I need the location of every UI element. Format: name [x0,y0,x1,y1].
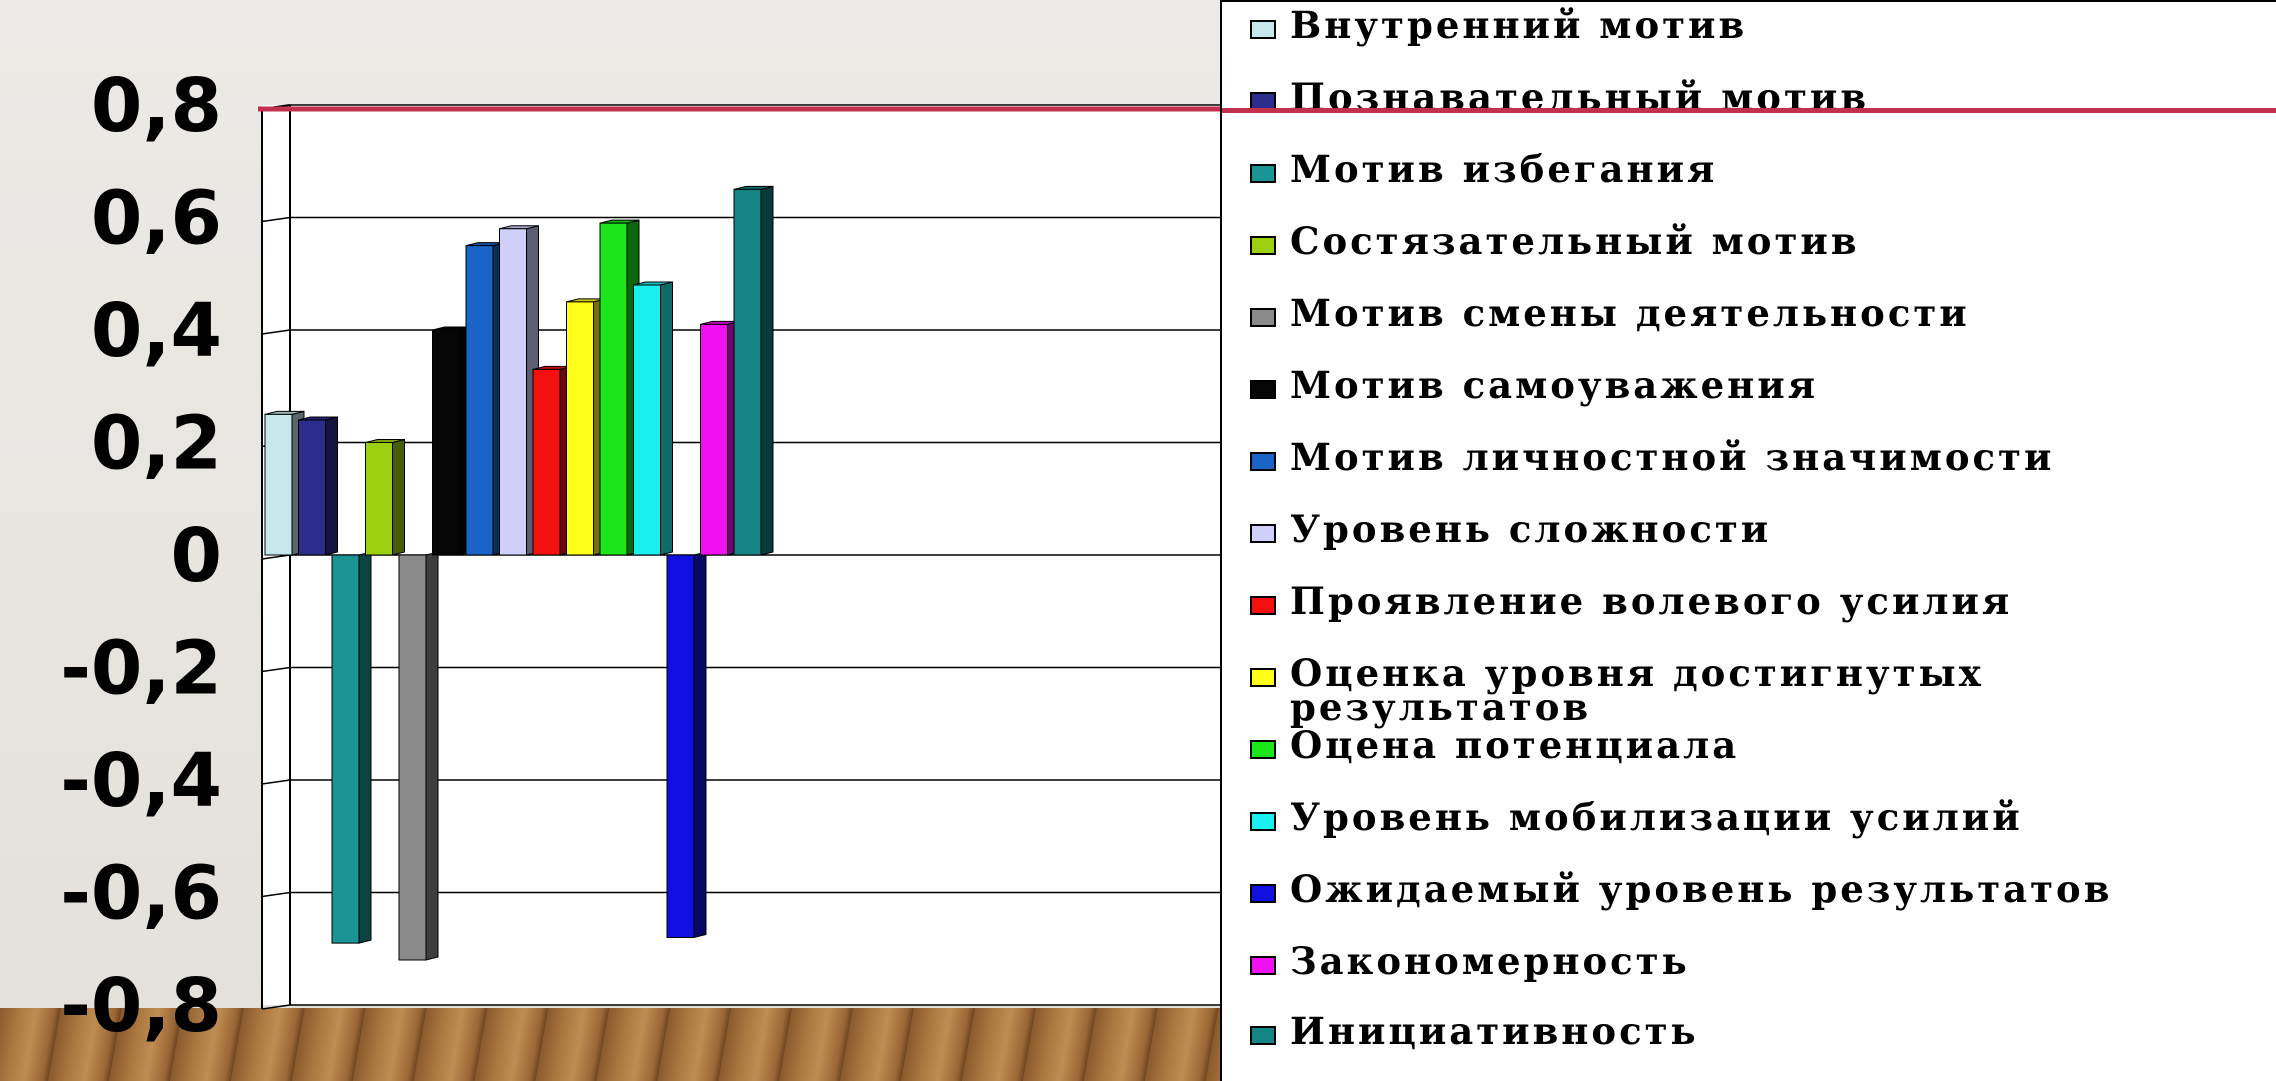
gridline-depth [261,666,291,673]
bar-front [465,245,494,556]
legend-item: Уровень мобилизации усилий [1250,795,2250,839]
legend-item: Оцена потенциала [1250,723,2250,767]
bar-chart: 0,8 0,6 0,4 0,2 0 -0,2 -0,4 -0,6 -0,8 [60,63,1220,1049]
legend-item: Мотив избегания [1250,147,2250,191]
legend-item: Мотив смены деятельности [1250,291,2250,335]
gridline-depth [261,779,291,785]
bar-front [566,301,594,556]
legend-label: Оценка уровня достигнутых результатов [1290,651,1984,729]
bar-side [392,438,405,556]
bar-front [666,554,695,938]
legend-swatch [1250,164,1276,183]
bar-side [358,551,372,944]
gridline-depth [261,554,291,560]
legend-swatch [1250,236,1276,255]
bar-front [499,228,527,556]
bar [733,185,774,556]
y-tick-label: 0,6 [91,176,222,262]
legend-label: Инициативность [1290,1009,1699,1053]
legend-swatch [1250,380,1276,399]
legend-label: Внутренний мотив [1290,3,1748,47]
legend-swatch [1250,524,1276,543]
legend-label: Состязательный мотив [1290,219,1860,263]
bar [331,551,372,944]
bar-front [298,419,326,556]
gridline-depth [261,891,291,898]
legend-label: Мотив избегания [1290,147,1718,191]
bar-front [700,323,728,556]
legend-label: Мотив самоуважения [1290,363,1819,407]
bar-front [432,329,460,556]
bar-side [693,551,707,939]
legend-label: Закономерность [1290,939,1690,983]
bar-side [325,416,338,556]
legend-item: Ожидаемый уровень результатов [1250,867,2250,911]
y-tick-label: -0,2 [60,626,222,712]
legend-label: Мотив смены деятельности [1290,291,1970,335]
bar-side [760,185,774,556]
bar [365,438,405,556]
legend-label: Оцена потенциала [1290,723,1740,767]
bar-front [365,442,393,556]
y-tick-label: 0 [171,513,223,599]
legend-swatch [1250,20,1276,39]
bar-front [633,284,661,556]
gridline-depth [261,329,291,335]
chart-legend: Внутренний мотив Познавательный мотив Моти… [1220,0,2276,1081]
bar-side [425,551,439,961]
y-tick-label: 0,4 [91,288,222,374]
legend-item: Состязательный мотив [1250,219,2250,263]
bar-front [532,368,561,556]
bar-front [599,222,628,556]
legend-swatch [1250,956,1276,975]
bar-front [733,188,762,556]
gridline-depth [261,216,291,223]
bar [298,416,338,556]
bar-front [398,554,427,961]
y-tick-label: -0,4 [60,738,222,824]
bar-front [331,554,360,944]
legend-label: Уровень сложности [1290,507,1772,551]
bar [666,551,707,939]
gridline-depth [261,1004,291,1010]
legend-item: Проявление волевого усилия [1250,579,2250,623]
legend-item: Мотив самоуважения [1250,363,2250,407]
y-tick-label: 0,8 [91,63,222,149]
legend-swatch [1250,308,1276,327]
reference-line-extension [1222,108,2276,113]
bar [398,551,439,961]
bar [633,281,673,556]
legend-label: Мотив личностной значимости [1290,435,2055,479]
legend-swatch [1250,596,1276,615]
legend-label: Проявление волевого усилия [1290,579,2013,623]
bar-front [264,413,293,556]
legend-swatch [1250,452,1276,471]
legend-label: Уровень мобилизации усилий [1290,795,2023,839]
legend-swatch [1250,884,1276,903]
y-tick-label: -0,6 [60,851,222,937]
legend-swatch [1250,1026,1276,1045]
y-tick-label: -0,8 [60,963,222,1049]
legend-swatch [1250,740,1276,759]
legend-item: Уровень сложности [1250,507,2250,551]
legend-item: Оценка уровня достигнутых результатов [1250,651,2250,729]
legend-swatch [1250,668,1276,687]
bar-side [660,281,673,556]
y-tick-label: 0,2 [91,401,222,487]
bar [599,219,640,556]
legend-swatch [1250,812,1276,831]
legend-item: Мотив личностной значимости [1250,435,2250,479]
legend-item: Закономерность [1250,939,2250,983]
legend-label: Ожидаемый уровень результатов [1290,867,2113,911]
legend-item: Инициативность [1250,1009,2250,1053]
legend-item: Внутренний мотив [1250,3,2250,47]
